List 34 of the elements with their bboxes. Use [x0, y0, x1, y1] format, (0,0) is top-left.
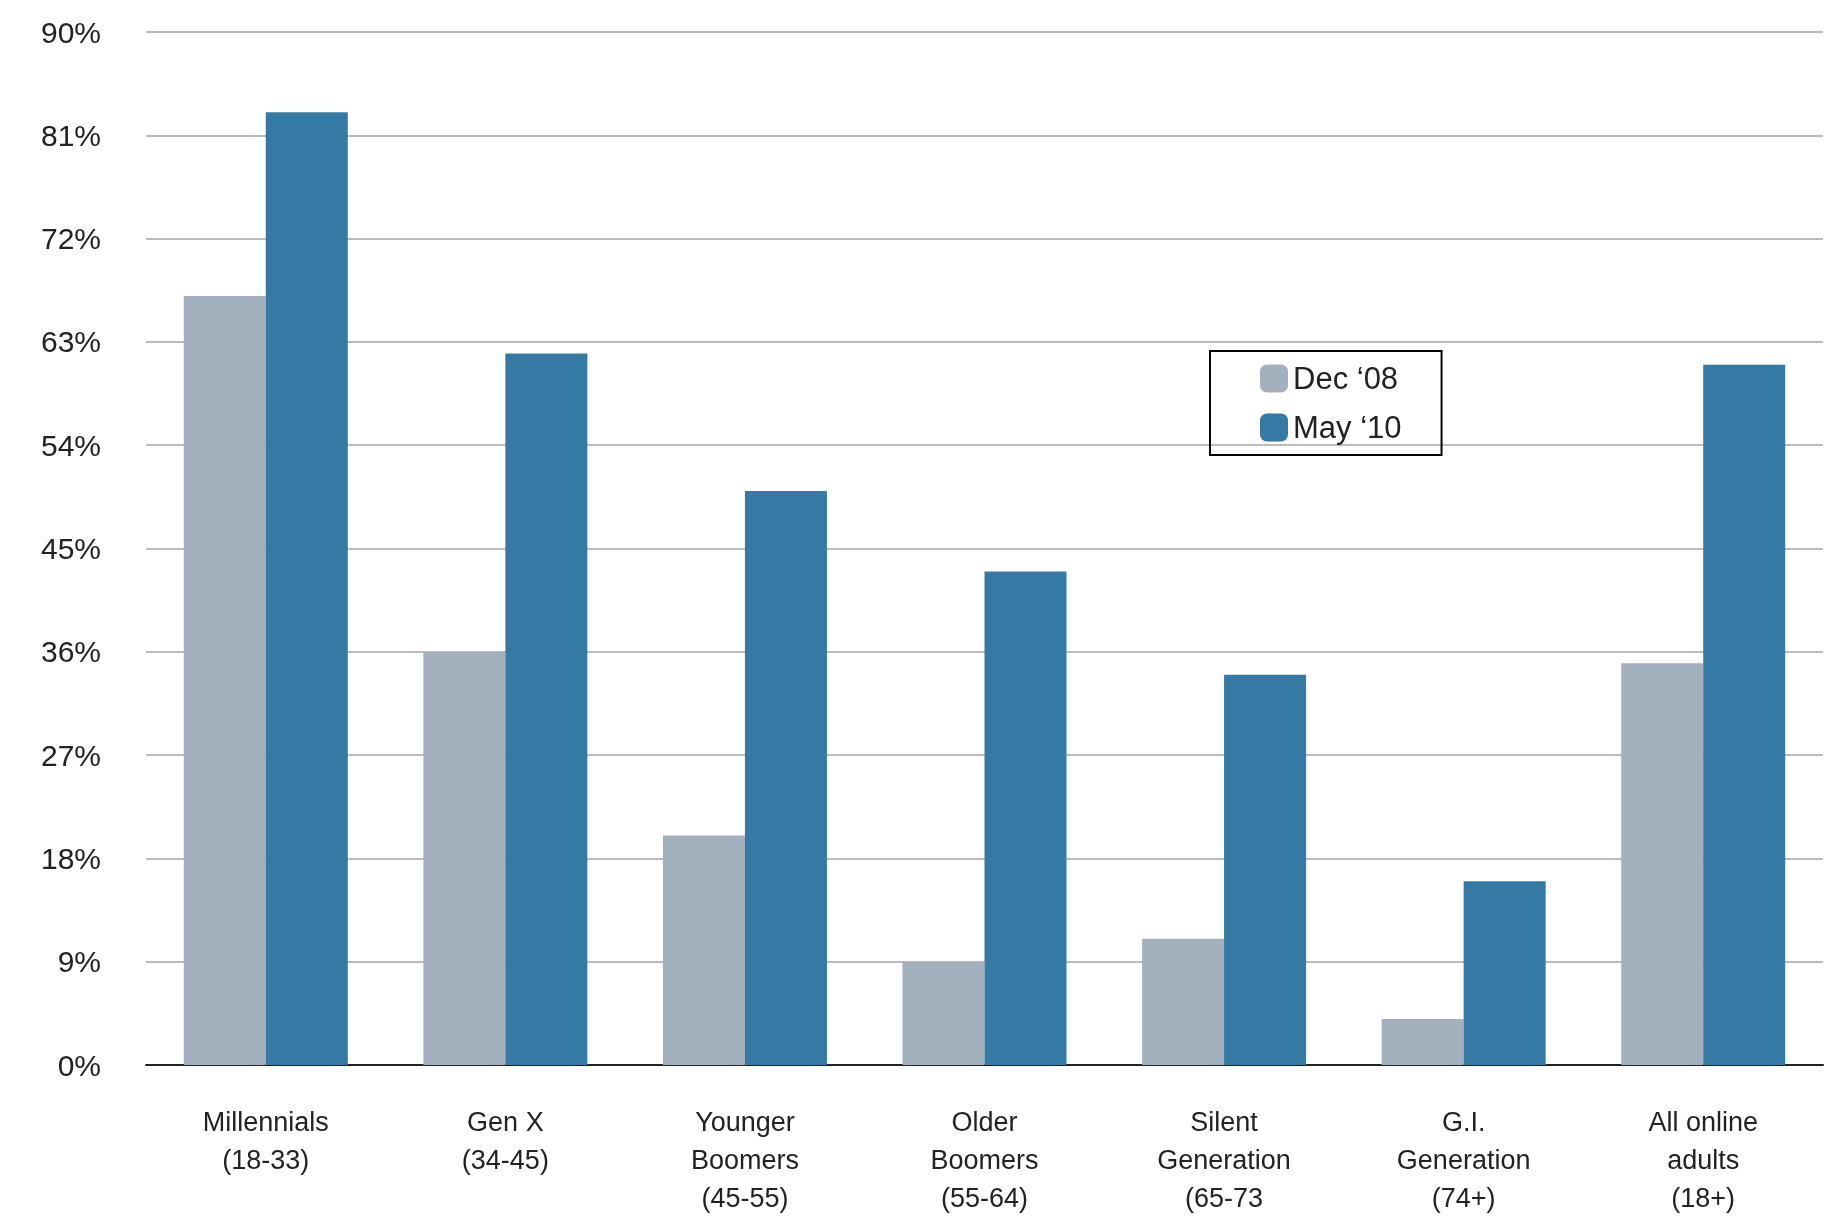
y-tick-label: 9% [57, 945, 101, 979]
y-tick-label: 54% [40, 428, 101, 462]
bar [984, 571, 1067, 1065]
bar [902, 961, 985, 1065]
y-tick-label: 90% [40, 15, 101, 49]
y-tick-label: 81% [40, 118, 101, 152]
legend-label: May ‘10 [1293, 410, 1402, 445]
bar [1703, 364, 1786, 1065]
x-tick-label: Millennials (18-33) [202, 1107, 329, 1175]
x-tick-label: Silent Generation (65-73 [1157, 1107, 1291, 1213]
bar [183, 295, 266, 1065]
x-tick-label: Older Boomers (55-64) [930, 1107, 1039, 1213]
x-tick-label: Gen X (34-45) [461, 1107, 549, 1175]
y-tick-label: 63% [40, 325, 101, 359]
bar [744, 491, 827, 1065]
bar [1463, 881, 1546, 1065]
bar [1224, 674, 1307, 1065]
y-tick-label: 18% [40, 841, 101, 875]
bar [1381, 1019, 1464, 1065]
legend-label: Dec ‘08 [1293, 361, 1399, 396]
y-tick-label: 36% [40, 635, 101, 669]
bar [265, 112, 348, 1065]
y-tick-label: 45% [40, 532, 101, 565]
x-tick-label: All online adults (18+) [1648, 1107, 1758, 1213]
bar [423, 651, 506, 1065]
bar [1621, 663, 1704, 1065]
y-tick-label: 0% [57, 1048, 101, 1082]
bar [505, 353, 588, 1065]
bar [1142, 938, 1225, 1065]
x-tick-label: Younger Boomers (45-55) [690, 1107, 799, 1213]
y-tick-label: 72% [40, 222, 101, 256]
y-tick-label: 27% [40, 738, 101, 772]
x-tick-label: G.I. Generation (74+) [1396, 1107, 1531, 1213]
bar [662, 835, 745, 1065]
